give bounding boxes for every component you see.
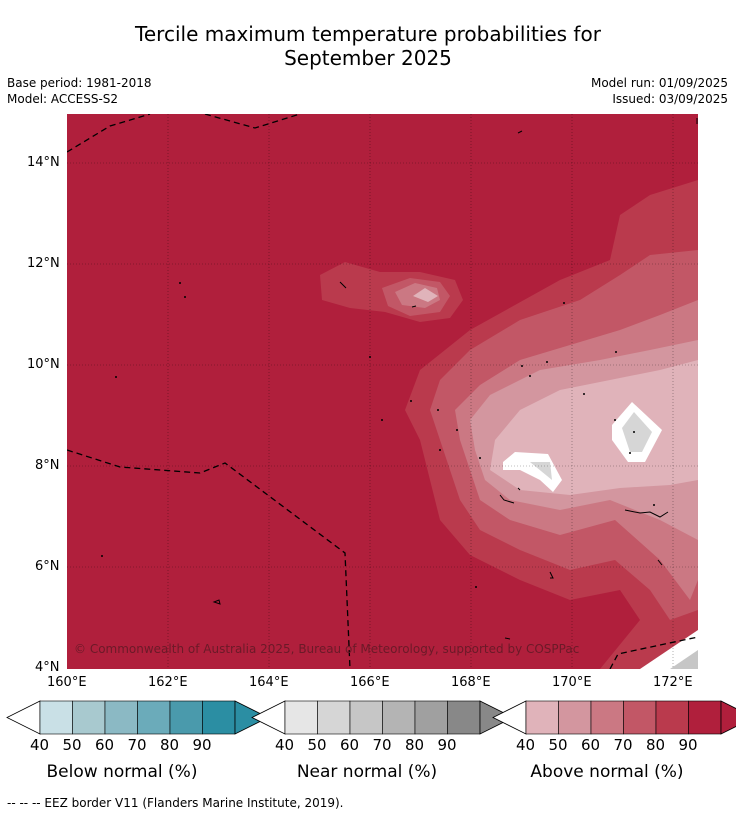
lon-label-160e: 160°E <box>47 675 87 690</box>
colorbar-below-tick: 70 <box>127 736 147 754</box>
colorbar-below-tick: 40 <box>30 736 50 754</box>
colorbar-below-lower-extend <box>6 700 41 735</box>
colorbar-near-swatch <box>447 700 481 735</box>
islands <box>212 118 698 640</box>
colorbar-near-tick: 60 <box>340 736 360 754</box>
title-line1: Tercile maximum temperature probabilitie… <box>135 22 601 46</box>
colorbar-above-swatch <box>623 700 657 735</box>
colorbar-below-swatch <box>137 700 171 735</box>
island-dots <box>101 282 655 588</box>
lat-label-6n: 6°N <box>35 559 60 574</box>
colorbar-near-swatch <box>349 700 383 735</box>
map-title: Tercile maximum temperature probabilitie… <box>0 22 736 70</box>
lon-label-172e: 172°E <box>653 675 693 690</box>
colorbar-above-swatch <box>525 700 559 735</box>
colorbar-above-upper-extend <box>720 700 736 735</box>
colorbar-below-swatch <box>169 700 203 735</box>
colorbar-near-tick: 70 <box>372 736 392 754</box>
near-normal-patch-1-inner <box>530 462 552 480</box>
colorbar-near-swatch <box>382 700 416 735</box>
colorbar-below-tick: 80 <box>160 736 180 754</box>
lon-label-166e: 166°E <box>350 675 390 690</box>
model-name: Model: ACCESS-S2 <box>7 92 119 106</box>
issued-date: Issued: 03/09/2025 <box>612 92 728 106</box>
colorbar-above-label: Above normal (%) <box>530 762 684 782</box>
colorbar-below-tick: 60 <box>95 736 115 754</box>
lat-label-10n: 10°N <box>27 357 60 372</box>
meta-left: Base period: 1981-2018 Model: ACCESS-S2 <box>7 75 152 107</box>
colorbar-near-swatch <box>317 700 351 735</box>
colorbar-near-tick: 80 <box>405 736 425 754</box>
lat-label-8n: 8°N <box>35 458 60 473</box>
lon-label-162e: 162°E <box>148 675 188 690</box>
colorbar-above-lower-extend <box>492 700 527 735</box>
lon-label-164e: 164°E <box>249 675 289 690</box>
colorbar-below-swatch <box>104 700 138 735</box>
colorbar-above-swatch <box>590 700 624 735</box>
colorbar-below-swatch <box>72 700 106 735</box>
lon-label-168e: 168°E <box>451 675 491 690</box>
title-line2: September 2025 <box>284 46 452 70</box>
colorbar-below-tick: 50 <box>62 736 82 754</box>
eez-borders <box>67 114 698 669</box>
colorbar-below-swatch <box>39 700 73 735</box>
colorbar-above-tick: 70 <box>613 736 633 754</box>
base-period: Base period: 1981-2018 <box>7 76 152 90</box>
colorbar-above-swatch <box>558 700 592 735</box>
colorbar-above-tick: 80 <box>646 736 666 754</box>
colorbar-near-swatch <box>284 700 318 735</box>
meta-right: Model run: 01/09/2025 Issued: 03/09/2025 <box>591 75 728 107</box>
colorbar-near-label: Near normal (%) <box>296 762 438 782</box>
lat-label-14n: 14°N <box>27 155 60 170</box>
colorbar-above-tick: 40 <box>516 736 536 754</box>
colorbar-near-tick: 40 <box>275 736 295 754</box>
prob-contour-40-island <box>413 288 438 302</box>
colorbar-near-swatch <box>414 700 448 735</box>
model-run: Model run: 01/09/2025 <box>590 76 728 90</box>
lat-label-4n: 4°N <box>35 660 60 675</box>
colorbar-below-tick: 90 <box>192 736 212 754</box>
colorbar-near-tick: 90 <box>437 736 457 754</box>
copyright-notice: © Commonwealth of Australia 2025, Bureau… <box>74 642 579 656</box>
map-area: © Commonwealth of Australia 2025, Bureau… <box>67 114 698 669</box>
lon-label-170e: 170°E <box>552 675 592 690</box>
near-normal-corner-grey <box>670 650 698 669</box>
colorbar-above-tick: 50 <box>548 736 568 754</box>
colorbar-above-swatch <box>655 700 689 735</box>
lat-label-12n: 12°N <box>27 256 60 271</box>
colorbar-near-lower-extend <box>251 700 286 735</box>
gridlines <box>67 114 698 669</box>
colorbar-above-tick: 60 <box>581 736 601 754</box>
colorbar-near-tick: 50 <box>307 736 327 754</box>
eez-footnote: -- -- -- EEZ border V11 (Flanders Marine… <box>7 796 344 810</box>
colorbar-below-swatch <box>202 700 236 735</box>
near-normal-patch-2-inner <box>622 412 652 452</box>
colorbar-below-label: Below normal (%) <box>46 762 198 782</box>
colorbar-above-swatch <box>688 700 722 735</box>
colorbar-above-tick: 90 <box>678 736 698 754</box>
